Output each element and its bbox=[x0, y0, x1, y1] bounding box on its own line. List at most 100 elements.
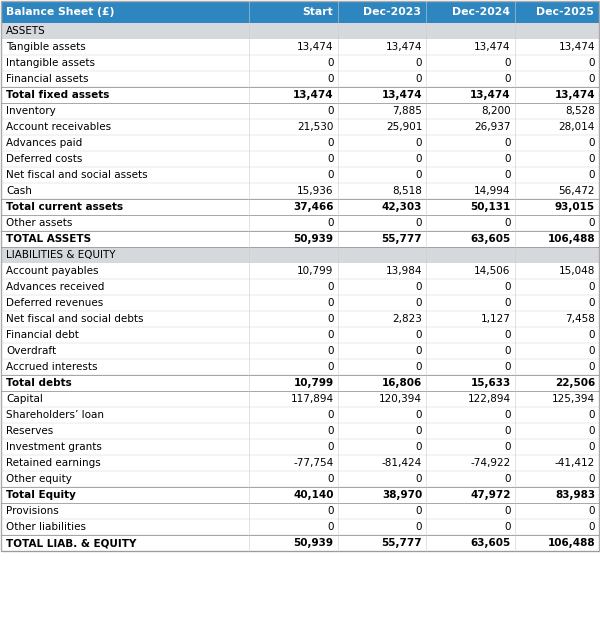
Text: 1,127: 1,127 bbox=[481, 314, 511, 324]
Text: -81,424: -81,424 bbox=[382, 458, 422, 468]
Text: 38,970: 38,970 bbox=[382, 490, 422, 500]
Text: 0: 0 bbox=[327, 346, 334, 356]
Text: 0: 0 bbox=[327, 474, 334, 484]
Text: 0: 0 bbox=[416, 522, 422, 532]
Text: 0: 0 bbox=[589, 170, 595, 180]
Text: LIABILITIES & EQUITY: LIABILITIES & EQUITY bbox=[6, 250, 115, 260]
Text: 0: 0 bbox=[589, 426, 595, 436]
Bar bbox=[1, 119, 599, 135]
Text: 26,937: 26,937 bbox=[474, 122, 511, 132]
Text: 0: 0 bbox=[416, 442, 422, 452]
Text: 0: 0 bbox=[416, 138, 422, 148]
Text: 0: 0 bbox=[589, 58, 595, 68]
Bar bbox=[1, 407, 599, 423]
Bar bbox=[1, 327, 599, 343]
Text: 15,048: 15,048 bbox=[559, 266, 595, 276]
Text: 63,605: 63,605 bbox=[470, 234, 511, 244]
Text: 0: 0 bbox=[327, 314, 334, 324]
Text: Accrued interests: Accrued interests bbox=[6, 362, 97, 372]
Text: Provisions: Provisions bbox=[6, 506, 59, 516]
Text: Balance Sheet (£): Balance Sheet (£) bbox=[6, 7, 115, 17]
Text: 13,474: 13,474 bbox=[382, 90, 422, 100]
Text: 0: 0 bbox=[589, 298, 595, 308]
Text: 16,806: 16,806 bbox=[382, 378, 422, 388]
Text: 10,799: 10,799 bbox=[297, 266, 334, 276]
Text: Deferred revenues: Deferred revenues bbox=[6, 298, 103, 308]
Text: -77,754: -77,754 bbox=[293, 458, 334, 468]
Bar bbox=[1, 1, 599, 551]
Text: 2,823: 2,823 bbox=[392, 314, 422, 324]
Text: Total current assets: Total current assets bbox=[6, 202, 123, 212]
Text: 0: 0 bbox=[504, 74, 511, 84]
Text: Tangible assets: Tangible assets bbox=[6, 42, 86, 52]
Text: -41,412: -41,412 bbox=[555, 458, 595, 468]
Bar bbox=[1, 71, 599, 87]
Bar bbox=[1, 151, 599, 167]
Text: 0: 0 bbox=[589, 74, 595, 84]
Text: 0: 0 bbox=[416, 74, 422, 84]
Text: 50,131: 50,131 bbox=[470, 202, 511, 212]
Text: Advances received: Advances received bbox=[6, 282, 104, 292]
Text: 0: 0 bbox=[327, 426, 334, 436]
Text: 122,894: 122,894 bbox=[467, 394, 511, 404]
Text: 0: 0 bbox=[327, 170, 334, 180]
Text: 0: 0 bbox=[327, 298, 334, 308]
Bar bbox=[1, 1, 249, 23]
Text: 0: 0 bbox=[327, 218, 334, 228]
Bar bbox=[1, 183, 599, 199]
Bar bbox=[1, 231, 599, 247]
Text: 10,799: 10,799 bbox=[293, 378, 334, 388]
Text: Other liabilities: Other liabilities bbox=[6, 522, 86, 532]
Text: Overdraft: Overdraft bbox=[6, 346, 56, 356]
Bar bbox=[1, 311, 599, 327]
Text: 0: 0 bbox=[416, 346, 422, 356]
Text: 0: 0 bbox=[504, 330, 511, 340]
Bar bbox=[426, 1, 515, 23]
Text: 106,488: 106,488 bbox=[547, 538, 595, 548]
Text: Intangible assets: Intangible assets bbox=[6, 58, 95, 68]
Bar bbox=[1, 535, 599, 551]
Text: 0: 0 bbox=[504, 218, 511, 228]
Text: 56,472: 56,472 bbox=[559, 186, 595, 196]
Text: 0: 0 bbox=[589, 522, 595, 532]
Text: 15,936: 15,936 bbox=[297, 186, 334, 196]
Text: 13,474: 13,474 bbox=[474, 42, 511, 52]
Text: 0: 0 bbox=[327, 330, 334, 340]
Text: Net fiscal and social assets: Net fiscal and social assets bbox=[6, 170, 148, 180]
Text: 13,474: 13,474 bbox=[386, 42, 422, 52]
Text: 125,394: 125,394 bbox=[552, 394, 595, 404]
Text: 13,474: 13,474 bbox=[470, 90, 511, 100]
Text: 83,983: 83,983 bbox=[555, 490, 595, 500]
Bar bbox=[1, 375, 599, 391]
Text: 50,939: 50,939 bbox=[293, 234, 334, 244]
Text: 13,474: 13,474 bbox=[554, 90, 595, 100]
Text: Account payables: Account payables bbox=[6, 266, 98, 276]
Text: 0: 0 bbox=[416, 362, 422, 372]
Text: 63,605: 63,605 bbox=[470, 538, 511, 548]
Text: 0: 0 bbox=[327, 154, 334, 164]
Text: Deferred costs: Deferred costs bbox=[6, 154, 82, 164]
Text: TOTAL ASSETS: TOTAL ASSETS bbox=[6, 234, 91, 244]
Bar bbox=[1, 455, 599, 471]
Text: Capital: Capital bbox=[6, 394, 43, 404]
Text: 25,901: 25,901 bbox=[386, 122, 422, 132]
Text: Net fiscal and social debts: Net fiscal and social debts bbox=[6, 314, 143, 324]
Text: Advances paid: Advances paid bbox=[6, 138, 82, 148]
Text: 0: 0 bbox=[327, 522, 334, 532]
Text: Reserves: Reserves bbox=[6, 426, 53, 436]
Text: 0: 0 bbox=[504, 474, 511, 484]
Text: 0: 0 bbox=[504, 426, 511, 436]
Text: TOTAL LIAB. & EQUITY: TOTAL LIAB. & EQUITY bbox=[6, 538, 136, 548]
Text: Financial assets: Financial assets bbox=[6, 74, 89, 84]
Text: 0: 0 bbox=[589, 346, 595, 356]
Bar bbox=[1, 471, 599, 487]
Text: 14,994: 14,994 bbox=[474, 186, 511, 196]
Text: 13,474: 13,474 bbox=[293, 90, 334, 100]
Text: 0: 0 bbox=[589, 442, 595, 452]
Text: 0: 0 bbox=[327, 506, 334, 516]
Bar bbox=[1, 103, 599, 119]
Text: 0: 0 bbox=[589, 330, 595, 340]
Text: 0: 0 bbox=[504, 410, 511, 420]
Bar bbox=[338, 1, 426, 23]
Text: 0: 0 bbox=[504, 170, 511, 180]
